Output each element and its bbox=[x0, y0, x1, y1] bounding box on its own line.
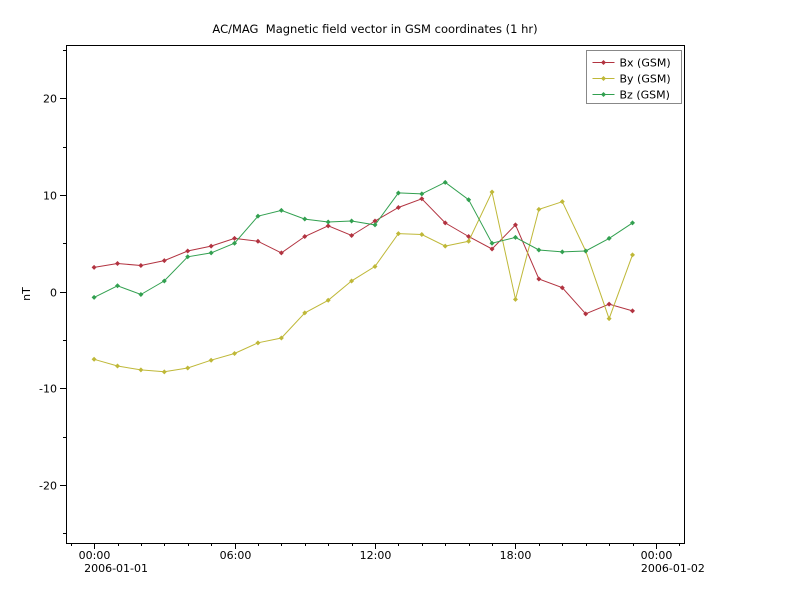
series-marker-by bbox=[302, 310, 308, 316]
series-marker-by bbox=[512, 296, 518, 302]
series-marker-bx bbox=[325, 223, 331, 229]
series-marker-bz bbox=[278, 207, 284, 213]
series-marker-bz bbox=[372, 222, 378, 228]
series-marker-bz bbox=[395, 190, 401, 196]
series-marker-by bbox=[255, 340, 261, 346]
chart-title: AC/MAG Magnetic field vector in GSM coor… bbox=[212, 22, 537, 36]
series-marker-bx bbox=[302, 233, 308, 239]
series-marker-by bbox=[442, 243, 448, 249]
series-marker-bz bbox=[91, 294, 97, 300]
series-marker-bx bbox=[278, 250, 284, 256]
plot-frame bbox=[66, 45, 685, 544]
series-marker-by bbox=[161, 369, 167, 375]
series-line-by bbox=[93, 190, 633, 373]
series-marker-bx bbox=[489, 246, 495, 252]
series-marker-bx bbox=[419, 196, 425, 202]
series-marker-bz bbox=[325, 219, 331, 225]
x-tick-label: 06:00 bbox=[220, 549, 252, 562]
y-tick-label: 10 bbox=[43, 190, 57, 203]
legend-marker-bz bbox=[601, 92, 606, 97]
series-marker-bz bbox=[489, 240, 495, 246]
series-marker-bx bbox=[512, 222, 518, 228]
y-tick-label: 20 bbox=[43, 93, 57, 106]
series-marker-by bbox=[232, 350, 238, 356]
series-marker-by bbox=[115, 363, 120, 369]
series-marker-bx bbox=[630, 308, 635, 314]
series-marker-bx bbox=[91, 264, 97, 270]
legend-label-bz: Bz (GSM) bbox=[620, 89, 670, 102]
legend-label-bx: Bx (GSM) bbox=[620, 57, 671, 70]
x-axis-date-label: 2006-01-01 bbox=[84, 562, 148, 575]
series-marker-bx bbox=[442, 220, 448, 226]
y-tick-label: 0 bbox=[50, 287, 57, 300]
x-tick-label: 00:00 bbox=[79, 549, 111, 562]
y-tick-label: -20 bbox=[39, 480, 57, 493]
series-marker-by bbox=[138, 367, 144, 373]
series-marker-bz bbox=[536, 247, 542, 253]
series-marker-bx bbox=[349, 232, 355, 238]
series-marker-bx bbox=[536, 276, 542, 282]
series-marker-by bbox=[419, 232, 425, 238]
y-tick-label: -10 bbox=[39, 383, 57, 396]
series-marker-by bbox=[466, 238, 472, 244]
series-marker-by bbox=[372, 263, 378, 269]
series-marker-bx bbox=[372, 218, 378, 224]
series-marker-bx bbox=[138, 262, 144, 268]
series-marker-by bbox=[536, 206, 542, 212]
series-marker-bx bbox=[208, 243, 214, 249]
series-marker-bz bbox=[466, 197, 472, 203]
series-marker-bx bbox=[232, 235, 238, 241]
series-marker-bx bbox=[115, 261, 120, 267]
legend-marker-by bbox=[601, 76, 606, 81]
series-marker-by bbox=[630, 252, 635, 258]
legend-label-by: By (GSM) bbox=[620, 73, 671, 86]
series-marker-by bbox=[489, 189, 495, 195]
series-marker-bz bbox=[138, 291, 144, 297]
series-marker-bz bbox=[255, 213, 261, 219]
series-marker-bz bbox=[559, 249, 565, 255]
series-marker-bz bbox=[583, 248, 589, 254]
series-marker-bz bbox=[208, 250, 214, 256]
series-marker-bz bbox=[115, 283, 120, 289]
legend-marker-bx bbox=[601, 60, 606, 65]
series-marker-by bbox=[278, 335, 284, 341]
series-marker-by bbox=[325, 297, 331, 303]
series-line-bx bbox=[94, 198, 633, 315]
series-marker-bx bbox=[606, 301, 612, 307]
series-marker-bz bbox=[442, 179, 448, 185]
series-marker-by bbox=[91, 356, 97, 362]
series-marker-bx bbox=[185, 248, 191, 254]
series-marker-bx bbox=[161, 258, 167, 264]
series-marker-bz bbox=[630, 220, 635, 226]
series-marker-by bbox=[208, 357, 214, 363]
x-tick-label: 18:00 bbox=[500, 549, 532, 562]
series-line-bz bbox=[93, 181, 633, 298]
series-marker-bx bbox=[583, 311, 589, 317]
series-marker-bz bbox=[606, 235, 612, 241]
series-marker-by bbox=[185, 365, 191, 371]
series-marker-by bbox=[349, 278, 355, 284]
series-marker-bz bbox=[232, 240, 238, 246]
series-marker-bx bbox=[255, 238, 261, 244]
x-tick-label: 00:00 bbox=[641, 549, 673, 562]
y-axis-label: nT bbox=[20, 287, 33, 301]
series-marker-bz bbox=[302, 216, 308, 222]
series-marker-by bbox=[395, 231, 401, 237]
series-marker-bz bbox=[419, 191, 425, 197]
series-marker-bx bbox=[395, 204, 401, 210]
series-marker-bz bbox=[185, 254, 191, 260]
series-marker-bx bbox=[559, 285, 565, 291]
series-marker-bz bbox=[161, 278, 167, 284]
x-axis-date-label: 2006-01-02 bbox=[641, 562, 705, 575]
series-marker-by bbox=[606, 316, 612, 322]
x-tick-label: 12:00 bbox=[360, 549, 392, 562]
series-marker-by bbox=[559, 199, 565, 205]
series-marker-bz bbox=[349, 218, 355, 224]
series-marker-bz bbox=[512, 234, 518, 240]
